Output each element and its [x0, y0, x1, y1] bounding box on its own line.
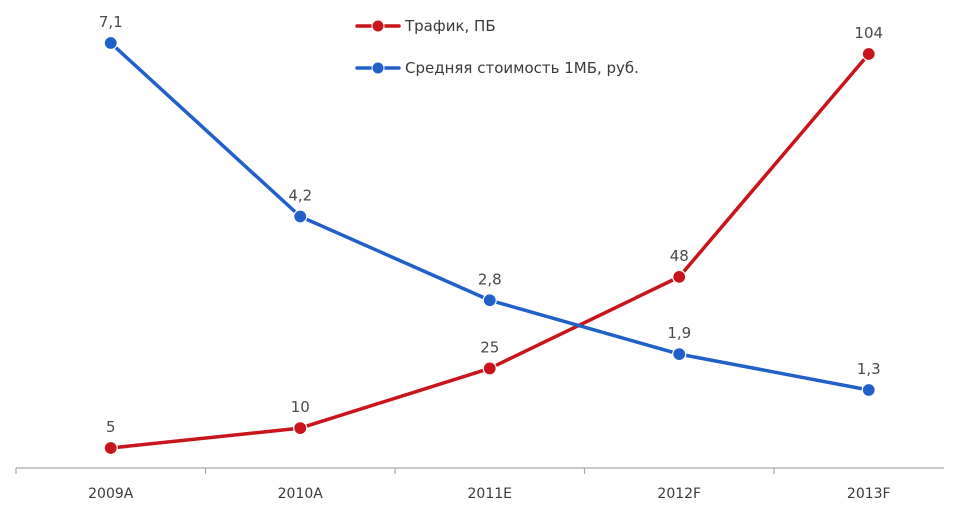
- series-line-traffic: [109, 52, 871, 450]
- legend-label-cost: Средняя стоимость 1МБ, руб.: [405, 59, 639, 77]
- x-tick-label-2009A: 2009A: [88, 486, 134, 502]
- data-point-traffic-2009A: [103, 440, 118, 456]
- data-point-traffic-2010A: [293, 421, 308, 436]
- x-tick-label-2011E: 2011E: [468, 486, 512, 502]
- data-label-traffic-2010A: 10: [291, 398, 310, 416]
- x-axis-ticks: [15, 468, 775, 474]
- data-point-traffic-2013F: [861, 46, 876, 62]
- data-label-traffic-2011E: 25: [480, 338, 499, 356]
- data-point-traffic-2012F: [672, 269, 687, 284]
- data-point-cost-2011E: [482, 293, 497, 308]
- data-point-cost-2010A: [293, 209, 308, 224]
- data-point-traffic-2011E: [482, 361, 497, 376]
- data-label-traffic-2012F: 48: [670, 247, 689, 265]
- data-label-cost-2010A: 4,2: [288, 187, 312, 205]
- legend: Трафик, ПБ Средняя стоимость 1МБ, руб.: [355, 12, 639, 96]
- data-point-cost-2012F: [672, 347, 687, 362]
- x-tick-label-2012F: 2012F: [657, 486, 701, 502]
- data-label-cost-2012F: 1,9: [667, 324, 691, 342]
- series-points: [103, 35, 876, 456]
- legend-swatch-cost: [355, 61, 401, 75]
- data-label-traffic-2013F: 104: [854, 24, 883, 42]
- data-point-cost-2009A: [103, 35, 118, 51]
- legend-swatch-cost-marker: [371, 61, 385, 75]
- data-point-cost-2013F: [861, 382, 876, 398]
- x-tick-label-2010A: 2010A: [278, 486, 324, 502]
- x-axis-tick-labels: 2009A 2010A 2011E 2012F 2013F: [88, 486, 890, 502]
- legend-swatch-traffic: [355, 19, 401, 33]
- x-tick-label-2013F: 2013F: [847, 486, 891, 502]
- data-label-traffic-2009A: 5: [106, 418, 116, 436]
- legend-label-traffic: Трафик, ПБ: [405, 17, 496, 35]
- legend-swatch-traffic-marker: [371, 19, 385, 33]
- legend-item-traffic: Трафик, ПБ: [355, 12, 639, 40]
- series-lines: [109, 41, 871, 450]
- legend-item-cost: Средняя стоимость 1МБ, руб.: [355, 54, 639, 82]
- data-label-cost-2011E: 2,8: [478, 270, 502, 288]
- data-labels: 5 10 25 48 104 7,1 4,2 2,8 1,9 1,3: [99, 13, 883, 436]
- data-label-cost-2009A: 7,1: [99, 13, 123, 31]
- data-label-cost-2013F: 1,3: [857, 360, 881, 378]
